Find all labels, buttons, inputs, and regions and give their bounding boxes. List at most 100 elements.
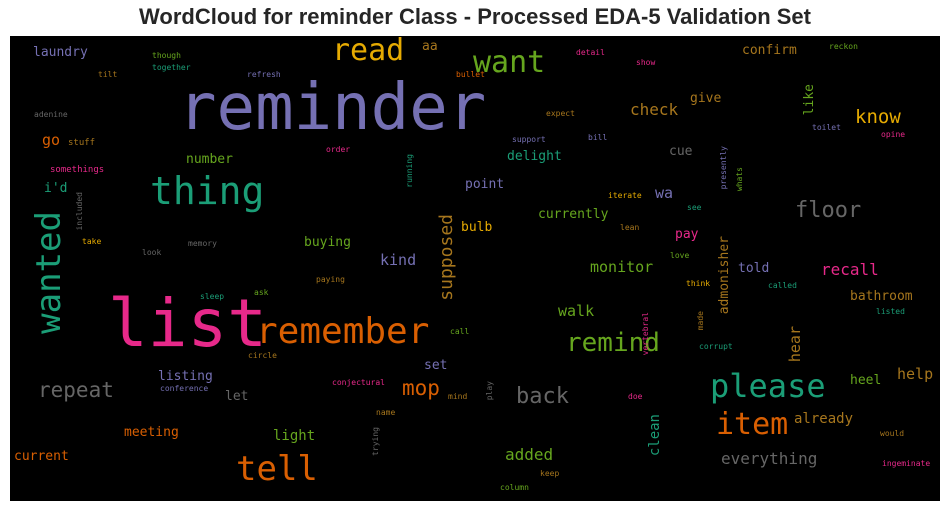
word-bullet: bullet: [456, 70, 485, 79]
word-walk: walk: [558, 302, 595, 320]
word-look: look: [142, 248, 162, 257]
word-love: love: [670, 251, 690, 260]
word-listing: listing: [158, 369, 213, 384]
word-hear: hear: [786, 326, 804, 363]
word-give: give: [690, 91, 722, 106]
word-mind: mind: [448, 392, 468, 401]
word-tell: tell: [236, 449, 318, 489]
word-go: go: [42, 131, 61, 149]
word-play: play: [485, 381, 494, 401]
word-paying: paying: [316, 275, 345, 284]
word-presently: presently: [719, 146, 728, 190]
word-please: please: [710, 367, 826, 405]
word-bulb: bulb: [461, 220, 493, 235]
word-told: told: [738, 261, 770, 276]
word-show: show: [636, 58, 656, 67]
word-thing: thing: [150, 169, 265, 213]
word-wa: wa: [655, 184, 674, 202]
word-current: current: [14, 449, 69, 464]
word-tilt: tilt: [98, 70, 118, 79]
chart-title: WordCloud for reminder Class - Processed…: [139, 4, 811, 29]
word-expect: expect: [546, 109, 575, 118]
word-called: called: [768, 281, 797, 290]
word-keep: keep: [540, 469, 560, 478]
word-number: number: [186, 152, 233, 167]
word-stuff: stuff: [68, 138, 96, 148]
word-whats: whats: [735, 167, 744, 192]
word-set: set: [424, 358, 448, 373]
word-laundry: laundry: [33, 45, 88, 60]
word-think: think: [686, 279, 711, 288]
word-sleep: sleep: [200, 292, 225, 301]
word-everything: everything: [721, 449, 818, 468]
word-refresh: refresh: [247, 70, 281, 79]
word-repeat: repeat: [38, 378, 114, 402]
word-conference: conference: [160, 384, 209, 393]
word-cue: cue: [669, 144, 693, 159]
word-let: let: [225, 389, 249, 404]
word-column: column: [500, 483, 529, 492]
word-opine: opine: [881, 130, 906, 139]
word-clean: clean: [647, 414, 663, 457]
word-call: call: [450, 327, 470, 336]
word-vertebral: vertebral: [641, 312, 650, 356]
word-pay: pay: [675, 227, 699, 242]
word-admonisher: admonisher: [717, 236, 732, 315]
word-monitor: monitor: [590, 258, 654, 276]
word-currently: currently: [538, 207, 609, 222]
word-conjectural: conjectural: [332, 378, 385, 387]
word-reckon: reckon: [829, 42, 858, 51]
word-already: already: [794, 411, 854, 427]
word-supposed: supposed: [436, 214, 457, 301]
wordcloud-canvas: reminder list remember thing wanted tell pleas…: [10, 36, 940, 501]
word-iterate: iterate: [608, 191, 642, 200]
word-remember: remember: [256, 311, 430, 352]
word-delight: delight: [507, 149, 562, 164]
word-back: back: [516, 384, 569, 409]
word-trying: trying: [371, 427, 380, 456]
word-though: though: [152, 51, 181, 60]
word-kind: kind: [380, 251, 417, 269]
word-take: take: [82, 237, 102, 246]
word-meeting: meeting: [124, 425, 179, 440]
word-floor: floor: [795, 198, 862, 223]
word-list: list: [108, 285, 267, 362]
word-wanted: wanted: [29, 211, 69, 334]
word-detail: detail: [576, 48, 605, 57]
word-doe: doe: [628, 392, 643, 401]
word-listed: listed: [876, 307, 905, 316]
word-corrupt: corrupt: [699, 342, 733, 351]
word-bathroom: bathroom: [850, 289, 913, 304]
word-included: included: [75, 192, 84, 231]
word-bill: bill: [588, 133, 608, 142]
word-want: want: [473, 45, 546, 80]
word-support: support: [512, 135, 546, 144]
word-like: like: [802, 84, 817, 116]
word-recall: recall: [821, 260, 879, 279]
word-together: together: [152, 63, 191, 72]
word-aa: aa: [422, 39, 438, 54]
word-added: added: [505, 445, 554, 464]
word-help: help: [897, 365, 934, 383]
word-confirm: confirm: [742, 43, 797, 58]
word-ingeminate: ingeminate: [882, 459, 931, 468]
word-memory: memory: [188, 239, 217, 248]
word-check: check: [630, 100, 679, 119]
word-heel: heel: [850, 373, 882, 388]
word-item: item: [716, 407, 789, 442]
word-buying: buying: [304, 235, 351, 250]
word-somethings: somethings: [50, 165, 105, 175]
word-remind: remind: [566, 328, 660, 358]
word-circle: circle: [248, 351, 277, 360]
word-running: running: [405, 154, 414, 188]
word-would: would: [880, 429, 905, 438]
word-toilet: toilet: [812, 123, 841, 132]
word-lean: lean: [620, 223, 640, 232]
word-order: order: [326, 145, 351, 154]
word-reminder: reminder: [178, 71, 487, 145]
word-know: know: [855, 106, 901, 128]
word-see: see: [687, 203, 702, 212]
word-made: made: [696, 311, 705, 331]
word-read: read: [332, 36, 405, 68]
word-mop: mop: [402, 376, 440, 400]
